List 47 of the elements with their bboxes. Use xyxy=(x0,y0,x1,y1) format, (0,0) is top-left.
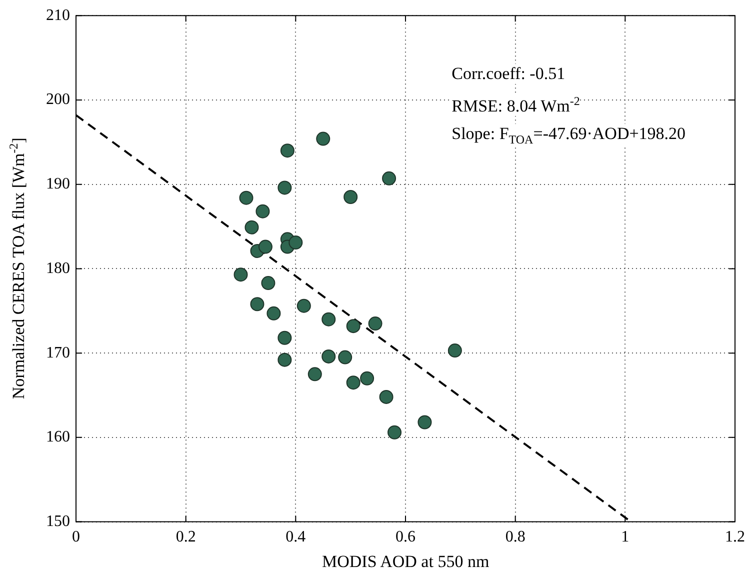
x-tick-label: 0.2 xyxy=(176,528,196,546)
point xyxy=(261,276,276,290)
x-tick-label: 1 xyxy=(621,528,630,546)
point xyxy=(316,132,330,146)
point xyxy=(256,204,270,218)
point xyxy=(239,190,254,205)
point xyxy=(418,415,432,430)
point xyxy=(266,306,281,320)
point xyxy=(344,190,358,204)
x-tick-label: 0.4 xyxy=(286,528,306,546)
point xyxy=(288,236,303,250)
point xyxy=(338,350,352,364)
x-tick-label: 0.8 xyxy=(505,528,526,546)
y-tick-label: 150 xyxy=(46,513,70,530)
x-tick-label: 0.6 xyxy=(396,528,416,546)
point xyxy=(360,371,374,386)
point xyxy=(379,390,394,404)
point xyxy=(308,367,322,382)
x-axis-title: MODIS AOD at 550 nm xyxy=(322,552,490,572)
point xyxy=(346,319,360,334)
point xyxy=(244,220,259,234)
point xyxy=(278,330,292,345)
point xyxy=(382,171,396,186)
annotation: Corr.coeff: -0.51 xyxy=(452,64,566,84)
x-tick-label: 1.2 xyxy=(725,528,745,546)
point xyxy=(258,240,272,254)
point xyxy=(234,268,248,282)
point xyxy=(368,316,382,331)
point xyxy=(448,344,462,358)
y-tick-label: 200 xyxy=(46,91,70,108)
point xyxy=(388,425,402,440)
annotation: RMSE: 8.04 Wm$^{-2}$ xyxy=(452,94,580,116)
point xyxy=(250,297,264,312)
point xyxy=(322,349,336,364)
y-tick-label: 190 xyxy=(46,176,70,193)
y-tick-label: 170 xyxy=(46,344,70,362)
point xyxy=(278,352,292,367)
point xyxy=(346,376,360,390)
point xyxy=(278,180,292,195)
x-tick-label: 0 xyxy=(72,528,80,546)
point xyxy=(322,312,336,326)
y-tick-label: 210 xyxy=(46,6,70,24)
point xyxy=(280,144,294,158)
annotation: Slope: F$_{TOA}$=-47.69·AOD+198.20 xyxy=(452,124,686,147)
y-tick-label: 180 xyxy=(46,260,70,277)
y-tick-label: 160 xyxy=(46,428,70,446)
point xyxy=(296,298,311,313)
